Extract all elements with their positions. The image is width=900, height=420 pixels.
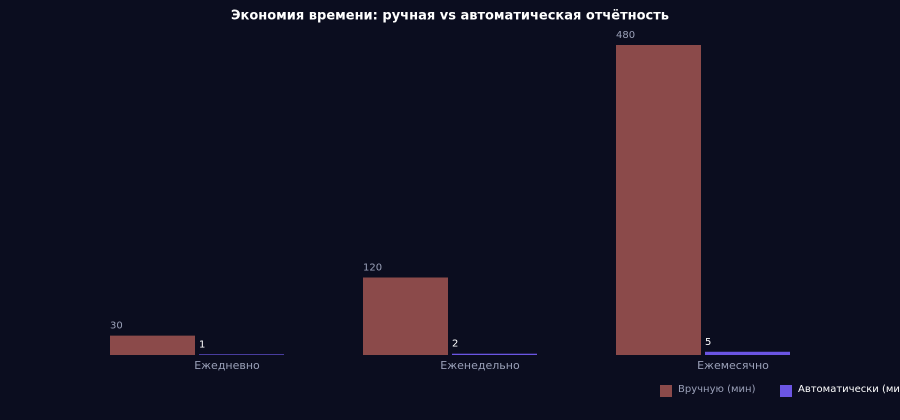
x-tick-label: Ежедневно (194, 359, 260, 372)
value-label: 1 (199, 339, 205, 350)
value-label: 480 (616, 30, 635, 41)
bar (452, 353, 537, 355)
chart-title: Экономия времени: ручная vs автоматическ… (231, 9, 669, 24)
x-tick-label: Ежемесячно (697, 359, 769, 372)
value-label: 2 (452, 339, 458, 350)
bar (616, 45, 701, 355)
legend-swatch (660, 385, 672, 397)
bar (199, 354, 284, 355)
x-tick-label: Еженедельно (440, 359, 520, 372)
legend-label: Автоматически (мин) (798, 384, 900, 395)
bar (363, 277, 448, 355)
legend-label: Вручную (мин) (678, 384, 756, 395)
value-label: 120 (363, 263, 382, 274)
legend-swatch (780, 385, 792, 397)
value-label: 5 (705, 337, 711, 348)
bar (705, 351, 790, 355)
bar (110, 335, 195, 355)
value-label: 30 (110, 321, 123, 332)
